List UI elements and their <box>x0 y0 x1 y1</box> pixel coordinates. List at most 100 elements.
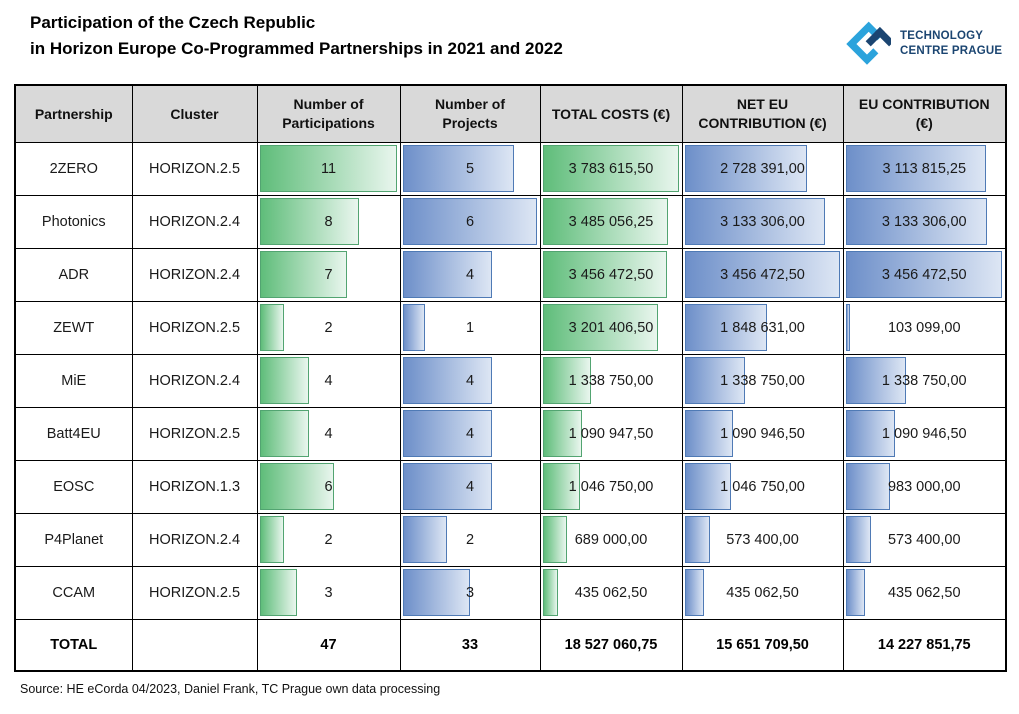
participations-databar <box>259 357 310 404</box>
net-eu-contribution-cell: 1 848 631,00 <box>681 301 844 355</box>
eu-contribution-value: 3 456 472,50 <box>881 267 967 283</box>
eu-contribution-cell: 1 090 946,50 <box>842 407 1007 461</box>
col-header-net-eu-contribution: NET EU CONTRIBUTION (€) <box>681 84 844 143</box>
net-eu-contribution-cell: 1 338 750,00 <box>681 354 844 408</box>
total-costs-cell: 18 527 060,75 <box>539 619 683 672</box>
table-row: 2ZERO HORIZON.2.5 11 5 3 783 615,50 2 72… <box>14 142 1007 196</box>
projects-value: 6 <box>465 214 475 230</box>
projects-cell: 4 <box>399 248 541 302</box>
participations-value: 6 <box>324 479 333 495</box>
total-costs-value: 3 485 056,25 <box>568 214 654 230</box>
total-row: TOTAL 47 33 18 527 060,75 15 651 709,50 … <box>14 619 1007 672</box>
eu-contribution-cell: 1 338 750,00 <box>842 354 1007 408</box>
total-costs-value: 1 338 750,00 <box>568 373 654 389</box>
eu-contribution-value: 435 062,50 <box>887 585 961 601</box>
projects-cell: 6 <box>399 195 541 249</box>
net-eu-value: 1 848 631,00 <box>720 320 805 336</box>
partnership-cell: Batt4EU <box>14 407 133 461</box>
col-header-cluster: Cluster <box>131 84 258 143</box>
participations-databar <box>259 569 297 616</box>
participations-databar <box>259 516 285 563</box>
participations-cell: 4 <box>256 354 401 408</box>
participations-cell: 2 <box>256 513 401 567</box>
projects-value: 3 <box>465 585 475 601</box>
total-label-cell: TOTAL <box>14 619 133 672</box>
eu-contribution-value: 1 338 750,00 <box>881 373 967 389</box>
total-costs-cell: 3 456 472,50 <box>539 248 683 302</box>
projects-value: 5 <box>465 161 475 177</box>
participations-value: 2 <box>324 532 333 548</box>
total-costs-value: 435 062,50 <box>574 585 648 601</box>
participations-value: 4 <box>324 426 333 442</box>
participations-value: 4 <box>324 373 333 389</box>
table-footer: TOTAL 47 33 18 527 060,75 15 651 709,50 … <box>14 619 1007 672</box>
total-participations-cell: 47 <box>256 619 401 672</box>
table-row: ADR HORIZON.2.4 7 4 3 456 472,50 3 456 4… <box>14 248 1007 302</box>
total-costs-databar <box>542 516 568 563</box>
logo-text-line-2: CENTRE PRAGUE <box>900 45 1003 57</box>
total-costs-databar <box>542 569 559 616</box>
participations-databar <box>259 198 360 245</box>
table-row: P4Planet HORIZON.2.4 2 2 689 000,00 573 … <box>14 513 1007 567</box>
total-costs-value: 3 783 615,50 <box>568 161 654 177</box>
net-eu-databar <box>684 516 711 563</box>
total-costs-cell: 3 485 056,25 <box>539 195 683 249</box>
cluster-cell: HORIZON.1.3 <box>131 460 258 514</box>
partnership-cell: ZEWT <box>14 301 133 355</box>
participations-value: 7 <box>324 267 333 283</box>
eu-contribution-databar <box>845 569 866 616</box>
header-row: Partnership Cluster Number of Participat… <box>14 84 1007 143</box>
table-row: Photonics HORIZON.2.4 8 6 3 485 056,25 3… <box>14 195 1007 249</box>
table-header: Partnership Cluster Number of Participat… <box>14 84 1007 143</box>
net-eu-contribution-cell: 1 090 946,50 <box>681 407 844 461</box>
eu-contribution-cell: 983 000,00 <box>842 460 1007 514</box>
total-costs-cell: 3 201 406,50 <box>539 301 683 355</box>
total-net-eu-cell: 15 651 709,50 <box>681 619 844 672</box>
col-header-total-costs: TOTAL COSTS (€) <box>539 84 683 143</box>
total-costs-cell: 1 338 750,00 <box>539 354 683 408</box>
total-costs-value: 689 000,00 <box>574 532 648 548</box>
eu-contribution-value: 983 000,00 <box>887 479 961 495</box>
total-costs-value: 1 046 750,00 <box>568 479 654 495</box>
projects-databar <box>402 516 448 563</box>
eu-contribution-databar <box>845 463 890 510</box>
partnership-cell: EOSC <box>14 460 133 514</box>
partnership-cell: ADR <box>14 248 133 302</box>
total-costs-cell: 1 090 947,50 <box>539 407 683 461</box>
table-row: EOSC HORIZON.1.3 6 4 1 046 750,00 1 046 … <box>14 460 1007 514</box>
tc-prague-logo-icon <box>846 21 891 65</box>
cluster-cell: HORIZON.2.4 <box>131 248 258 302</box>
net-eu-value: 573 400,00 <box>726 532 799 548</box>
eu-contribution-value: 573 400,00 <box>887 532 961 548</box>
eu-contribution-cell: 3 113 815,25 <box>842 142 1007 196</box>
col-header-participations: Number of Participations <box>256 84 401 143</box>
total-cluster-cell <box>131 619 258 672</box>
source-note: Source: HE eCorda 04/2023, Daniel Frank,… <box>20 682 441 696</box>
projects-value: 4 <box>465 373 475 389</box>
partnership-cell: Photonics <box>14 195 133 249</box>
net-eu-value: 1 090 946,50 <box>720 426 805 442</box>
net-eu-contribution-cell: 573 400,00 <box>681 513 844 567</box>
tc-prague-logo: TECHNOLOGY CENTRE PRAGUE <box>843 19 1002 69</box>
projects-cell: 2 <box>399 513 541 567</box>
projects-cell: 1 <box>399 301 541 355</box>
net-eu-value: 1 338 750,00 <box>720 373 805 389</box>
net-eu-value: 1 046 750,00 <box>720 479 805 495</box>
participations-databar <box>259 304 285 351</box>
page-title: Participation of the Czech Republic in H… <box>30 10 563 62</box>
projects-cell: 3 <box>399 566 541 620</box>
cluster-cell: HORIZON.2.5 <box>131 142 258 196</box>
total-costs-value: 1 090 947,50 <box>568 426 654 442</box>
participations-databar <box>259 463 335 510</box>
net-eu-value: 3 456 472,50 <box>720 267 805 283</box>
participations-value: 2 <box>324 320 333 336</box>
table-row: CCAM HORIZON.2.5 3 3 435 062,50 435 062,… <box>14 566 1007 620</box>
total-costs-cell: 435 062,50 <box>539 566 683 620</box>
participations-cell: 4 <box>256 407 401 461</box>
cluster-cell: HORIZON.2.4 <box>131 195 258 249</box>
eu-contribution-cell: 435 062,50 <box>842 566 1007 620</box>
eu-contribution-cell: 573 400,00 <box>842 513 1007 567</box>
participations-cell: 6 <box>256 460 401 514</box>
net-eu-value: 3 133 306,00 <box>720 214 805 230</box>
